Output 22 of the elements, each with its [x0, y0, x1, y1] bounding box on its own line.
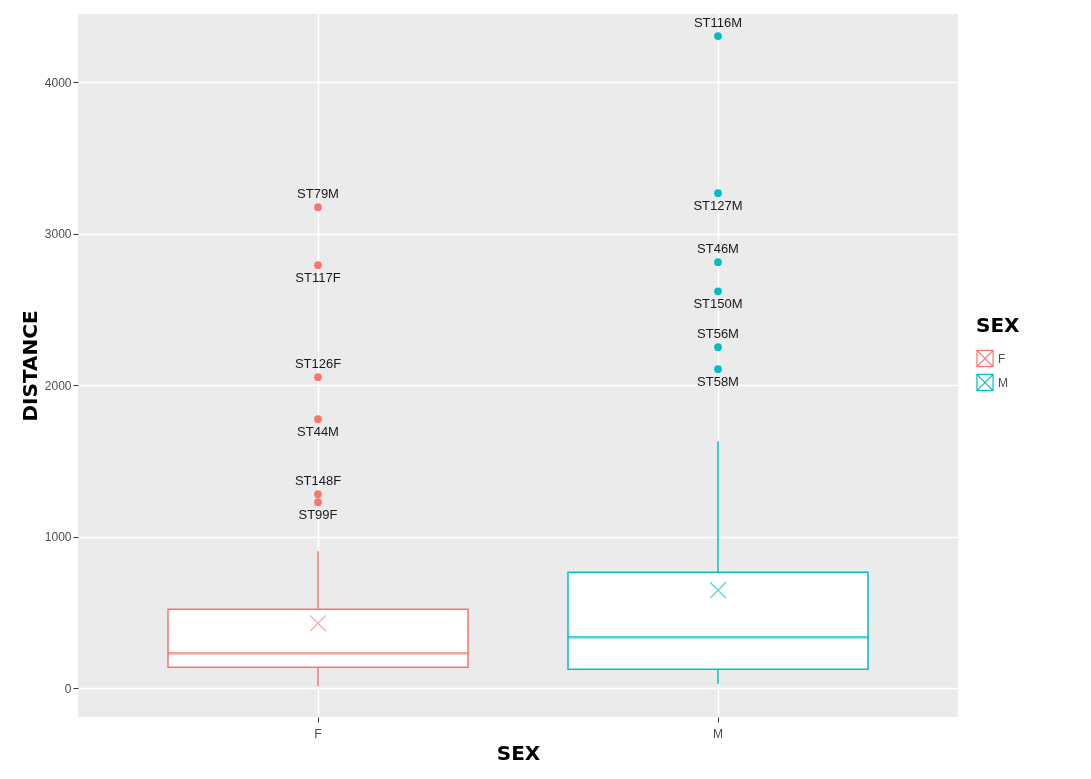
data-label: ST117F	[295, 270, 341, 286]
y-tick-label: 2000	[44, 378, 72, 393]
data-label: ST99F	[298, 507, 338, 523]
x-axis-title: SEX	[496, 740, 541, 765]
data-label: ST116M	[693, 15, 743, 31]
data-label: ST44M	[297, 424, 339, 440]
y-axis-title: DISTANCE	[17, 310, 42, 422]
y-tick-label: 3000	[44, 227, 72, 242]
y-tick-label: 1000	[44, 530, 72, 545]
y-tick-label: 0	[64, 681, 72, 696]
data-label: ST79M	[297, 186, 339, 202]
data-label: ST150M	[693, 296, 743, 312]
data-label: ST46M	[697, 241, 739, 257]
y-tick-label: 4000	[44, 75, 72, 90]
data-label: ST126F	[294, 356, 342, 372]
legend-label: F	[998, 351, 1006, 366]
legend-title: SEX	[976, 312, 1021, 337]
data-label: ST56M	[697, 326, 739, 342]
data-label: ST127M	[693, 198, 743, 214]
legend-label: M	[998, 375, 1008, 390]
data-label: ST58M	[697, 374, 739, 390]
data-label: ST148F	[294, 473, 342, 489]
